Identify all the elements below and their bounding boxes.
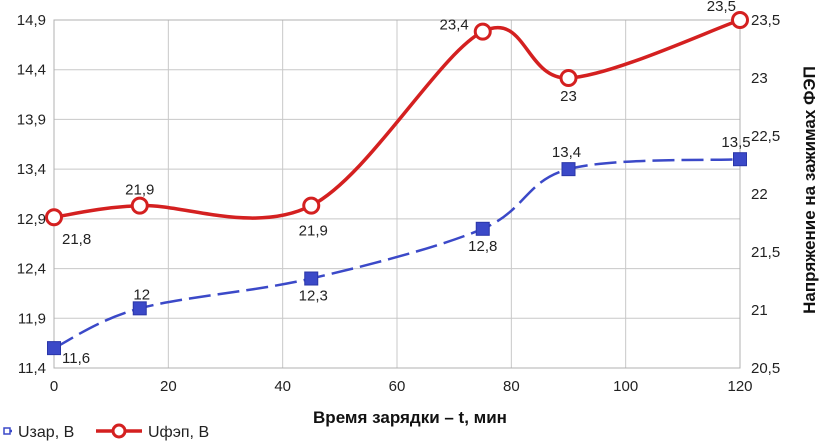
axis-titles: Время зарядки – t, мин Напряжение на заж… [313,66,819,427]
series-1-marker [304,271,319,286]
series-2-marker [45,208,63,227]
series-markers [45,11,749,356]
data-label: 23,5 [707,0,736,15]
y2-tick-label: 21,5 [751,244,780,261]
data-label: 21,9 [299,223,328,240]
y2-tick-label: 22 [751,186,768,203]
data-label: 21,8 [62,231,91,248]
data-labels: 11,6 12 12,3 12,8 13,4 13,5 21,8 21,9 21,9 23,4 23… [62,0,751,367]
y2-tick-label: 22,5 [751,128,780,145]
data-label: 11,6 [62,350,90,367]
series-2-marker [473,22,492,41]
series-2-marker [302,196,321,215]
data-label: 12,8 [468,238,497,255]
series-2-marker [731,11,749,29]
data-label: 23,4 [440,17,469,34]
x-tick-label: 20 [160,378,177,395]
legend: Uзар, В Uфэп, В [3,423,209,441]
y-tick-label: 13,9 [17,111,46,128]
legend-symbol-marker [111,423,127,439]
x-tick-label: 60 [389,378,406,395]
y-tick-label: 14,4 [17,62,46,79]
y-tick-label: 13,4 [17,161,46,178]
data-label: 12 [133,286,150,303]
y-tick-label: 14,9 [17,12,46,29]
x-tick-label: 40 [274,378,291,395]
legend-label: Uзар, В [18,424,74,441]
y2-axis-title: Напряжение на зажимах ФЭП [800,66,819,314]
series-2-marker [559,69,578,87]
data-label: 12,3 [299,288,328,305]
data-label: 23 [560,88,577,105]
y-tick-label: 11,4 [18,360,46,377]
legend-label: Uфэп, В [148,424,209,441]
y2-tick-label: 23 [751,70,768,87]
y-tick-label: 11,9 [18,310,46,327]
series-1-marker [475,221,490,236]
series-1-marker [733,152,747,167]
series-1-marker [132,301,147,316]
plot-frame [53,19,741,369]
y-tick-label: 12,4 [17,261,46,278]
data-label: 21,9 [125,182,154,199]
series-1-marker [47,341,61,356]
x-tick-label: 0 [50,378,58,395]
y2-tick-label: 23,5 [751,12,780,29]
gridlines [53,19,741,369]
data-label: 13,5 [721,134,750,151]
x-tick-label: 100 [613,378,638,395]
series-1-marker [561,162,576,177]
legend-symbol-marker [3,427,11,435]
y2-tick-label: 21 [751,302,768,319]
series-2-marker [130,196,149,215]
axes: 0 20 40 60 80 100 120 11,4 11,9 12,4 12,9 13,4 13,9 1… [17,12,780,395]
x-tick-label: 120 [727,378,752,395]
x-axis-title: Время зарядки – t, мин [313,408,507,427]
y2-tick-label: 20,5 [751,360,780,377]
data-label: 13,4 [552,144,581,161]
y-tick-label: 12,9 [17,211,46,228]
x-tick-label: 80 [503,378,520,395]
